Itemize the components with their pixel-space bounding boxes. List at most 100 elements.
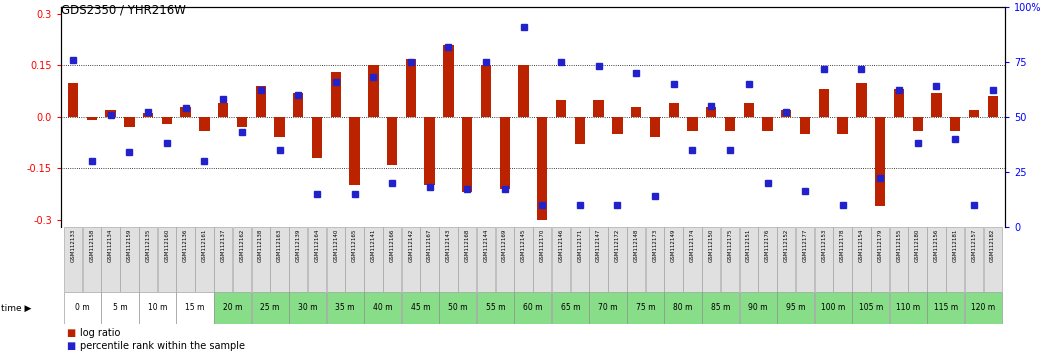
Text: 60 m: 60 m [523,303,542,313]
Bar [556,100,566,117]
Text: GSM112174: GSM112174 [690,229,694,262]
Bar [237,117,248,127]
Bar [687,117,698,131]
Bar [630,107,641,117]
Bar [307,227,326,292]
Text: ■: ■ [66,328,76,338]
Bar [138,227,157,292]
Bar [105,110,115,117]
Bar [744,103,754,117]
Bar [102,292,138,324]
Bar [965,227,983,292]
Bar [326,227,345,292]
Bar [218,103,229,117]
Text: GSM112177: GSM112177 [802,229,808,262]
Text: 10 m: 10 m [148,303,167,313]
Text: log ratio: log ratio [80,328,120,338]
Bar [552,227,571,292]
Text: GSM112159: GSM112159 [127,229,132,262]
Text: percentile rank within the sample: percentile rank within the sample [80,342,244,352]
Bar [833,227,852,292]
Bar [176,227,195,292]
Text: GSM112179: GSM112179 [878,229,882,262]
Text: time ▶: time ▶ [1,303,31,313]
Text: 80 m: 80 m [673,303,692,313]
Bar [890,227,908,292]
Text: GSM112158: GSM112158 [89,229,94,262]
Bar [233,227,251,292]
Bar [64,227,82,292]
Bar [590,227,607,292]
Text: 95 m: 95 m [786,303,806,313]
Text: 65 m: 65 m [560,303,580,313]
Bar [852,292,890,324]
Text: GSM112140: GSM112140 [334,229,339,262]
Text: GSM112178: GSM112178 [840,229,845,262]
Bar [818,89,829,117]
Bar [312,117,322,158]
Bar [364,227,383,292]
Text: GSM112151: GSM112151 [746,229,751,262]
Bar [138,292,176,324]
Text: GSM112148: GSM112148 [634,229,639,262]
Text: GSM112137: GSM112137 [220,229,226,262]
Bar [275,117,284,137]
Bar [908,227,927,292]
Text: GSM112139: GSM112139 [296,229,301,262]
Bar [815,292,852,324]
Text: GSM112149: GSM112149 [671,229,677,262]
Text: ■: ■ [66,342,76,352]
Bar [594,100,604,117]
Bar [664,227,683,292]
Bar [646,227,664,292]
Bar [894,89,904,117]
Text: GSM112171: GSM112171 [577,229,582,262]
Text: GSM112163: GSM112163 [277,229,282,262]
Bar [124,117,134,127]
Bar [871,227,890,292]
Bar [932,93,942,117]
Text: GSM112136: GSM112136 [184,229,188,262]
Bar [330,72,341,117]
Text: 110 m: 110 m [896,303,920,313]
Bar [683,227,702,292]
Text: GSM112134: GSM112134 [108,229,113,262]
Text: GSM112147: GSM112147 [596,229,601,262]
Text: GSM112168: GSM112168 [465,229,470,262]
Text: GSM112181: GSM112181 [952,229,958,262]
Text: 55 m: 55 m [486,303,506,313]
Bar [499,117,510,189]
Bar [402,227,420,292]
Bar [421,227,438,292]
Bar [195,227,214,292]
Bar [740,227,758,292]
Text: 35 m: 35 m [336,303,355,313]
Text: GSM112175: GSM112175 [727,229,732,262]
Text: GSM112167: GSM112167 [427,229,432,262]
Text: GSM112161: GSM112161 [201,229,207,262]
Text: 70 m: 70 m [598,303,618,313]
Text: GSM112173: GSM112173 [652,229,658,262]
Bar [326,292,364,324]
Bar [368,65,379,117]
Bar [725,117,735,131]
Text: GSM112133: GSM112133 [70,229,76,262]
Bar [627,292,664,324]
Text: 100 m: 100 m [821,303,845,313]
Bar [477,292,514,324]
Bar [480,65,491,117]
Bar [290,292,326,324]
Bar [402,292,438,324]
Text: GSM112142: GSM112142 [408,229,413,262]
Bar [387,117,398,165]
Bar [293,93,303,117]
Text: GSM112146: GSM112146 [558,229,563,262]
Bar [890,292,927,324]
Bar [627,227,645,292]
Bar [782,110,791,117]
Text: GSM112165: GSM112165 [352,229,357,262]
Bar [64,292,101,324]
Text: 25 m: 25 m [260,303,280,313]
Bar [514,292,552,324]
Text: 5 m: 5 m [112,303,127,313]
